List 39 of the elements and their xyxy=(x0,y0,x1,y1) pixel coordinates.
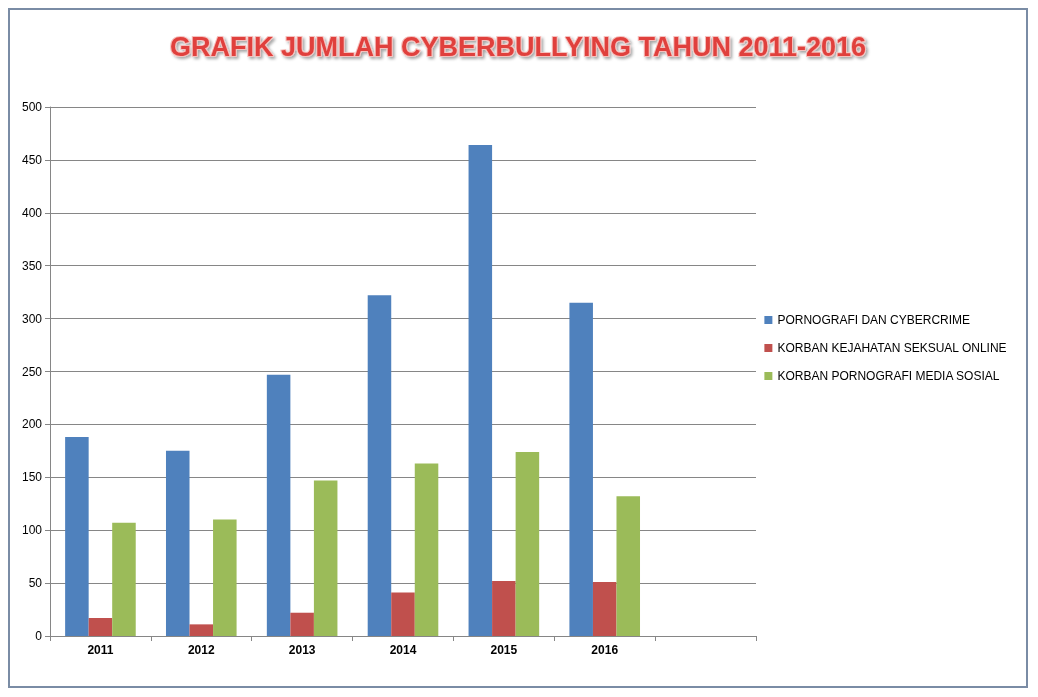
y-tick-label: 50 xyxy=(28,576,43,591)
bar xyxy=(290,612,314,636)
bar xyxy=(313,480,338,636)
legend-label: KORBAN PORNOGRAFI MEDIA SOSIAL xyxy=(777,369,1000,383)
legend-label: KORBAN KEJAHATAN SEKSUAL ONLINE xyxy=(777,341,1007,355)
bar xyxy=(112,522,136,636)
bar xyxy=(213,519,237,636)
y-tick-label: 400 xyxy=(21,205,43,220)
bar xyxy=(414,463,439,636)
bar xyxy=(65,437,89,636)
bar xyxy=(592,582,617,636)
legend-label: PORNOGRAFI DAN CYBERCRIME xyxy=(777,313,971,327)
bar xyxy=(515,451,540,636)
x-tick-label: 2012 xyxy=(187,643,215,657)
x-tick-label: 2016 xyxy=(591,643,619,657)
bar xyxy=(189,624,214,636)
x-tick-label: 2015 xyxy=(490,643,518,657)
bar xyxy=(468,145,493,636)
y-tick-label: 500 xyxy=(21,100,43,114)
x-tick-label: 2011 xyxy=(87,643,114,657)
bar xyxy=(165,450,190,636)
y-tick-label: 200 xyxy=(21,417,43,432)
bar xyxy=(266,374,291,636)
y-tick-label: 150 xyxy=(21,470,43,485)
bar xyxy=(367,295,392,636)
bar xyxy=(569,302,593,636)
x-tick-label: 2014 xyxy=(389,643,417,657)
y-tick-label: 250 xyxy=(21,364,43,379)
y-tick-label: 0 xyxy=(35,629,43,643)
bar xyxy=(492,580,516,636)
x-tick-label: 2013 xyxy=(288,643,316,657)
y-tick-label: 300 xyxy=(21,311,43,326)
y-tick-label: 100 xyxy=(21,523,43,538)
chart-title: GRAFIK JUMLAH CYBERBULLYING TAHUN 2011-2016 xyxy=(169,31,867,62)
bar xyxy=(391,592,415,636)
y-tick-label: 350 xyxy=(21,258,43,273)
y-tick-label: 450 xyxy=(21,152,43,167)
bar xyxy=(88,618,113,636)
bar xyxy=(616,496,641,636)
